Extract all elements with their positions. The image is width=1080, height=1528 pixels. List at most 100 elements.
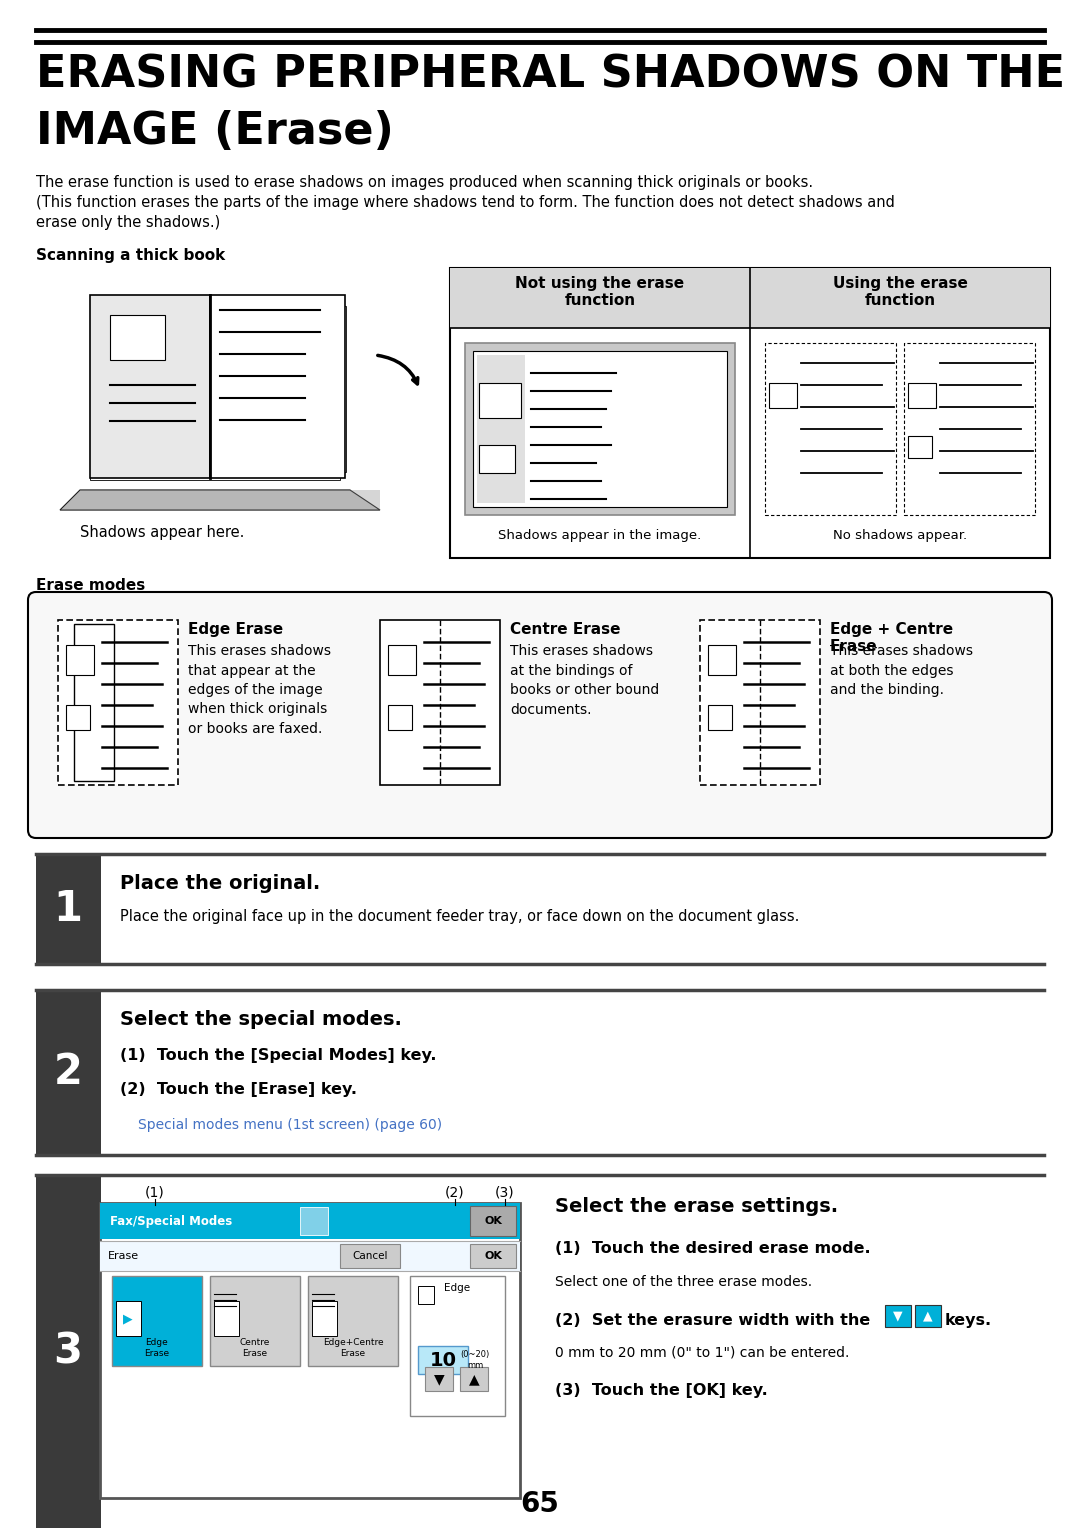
- Bar: [308, 1276, 399, 1366]
- Text: (1): (1): [145, 1186, 165, 1199]
- Bar: [100, 1203, 519, 1497]
- Polygon shape: [93, 309, 343, 477]
- Text: Erase: Erase: [108, 1251, 139, 1261]
- Bar: [418, 1346, 468, 1374]
- Text: (2)  Touch the [Erase] key.: (2) Touch the [Erase] key.: [120, 1082, 357, 1097]
- Text: OK: OK: [484, 1216, 502, 1225]
- Text: 10: 10: [430, 1351, 457, 1369]
- Bar: [885, 1305, 912, 1326]
- Bar: [380, 620, 500, 785]
- Bar: [210, 1276, 300, 1366]
- Bar: [465, 342, 735, 515]
- Text: Erase modes: Erase modes: [36, 578, 145, 593]
- Bar: [450, 267, 1050, 558]
- Bar: [58, 620, 178, 785]
- Text: (This function erases the parts of the image where shadows tend to form. The fun: (This function erases the parts of the i…: [36, 196, 895, 209]
- Polygon shape: [96, 306, 346, 472]
- Text: Edge+Centre
Erase: Edge+Centre Erase: [323, 1339, 383, 1358]
- Polygon shape: [210, 295, 345, 478]
- FancyBboxPatch shape: [28, 591, 1052, 837]
- Bar: [116, 1300, 141, 1335]
- Text: (2): (2): [445, 1186, 464, 1199]
- Bar: [410, 1276, 505, 1416]
- Bar: [470, 1206, 516, 1236]
- Text: 0 mm to 20 mm (0" to 1") can be entered.: 0 mm to 20 mm (0" to 1") can be entered.: [555, 1345, 849, 1358]
- Text: Place the original face up in the document feeder tray, or face down on the docu: Place the original face up in the docume…: [120, 909, 799, 924]
- Bar: [112, 1276, 202, 1366]
- Text: (1)  Touch the desired erase mode.: (1) Touch the desired erase mode.: [555, 1241, 870, 1256]
- Text: IMAGE (Erase): IMAGE (Erase): [36, 110, 394, 153]
- Text: Place the original.: Place the original.: [120, 874, 321, 892]
- Polygon shape: [90, 295, 210, 478]
- Bar: [915, 1305, 941, 1326]
- Text: Shadows appear here.: Shadows appear here.: [80, 526, 244, 539]
- Text: Shadows appear in the image.: Shadows appear in the image.: [498, 530, 702, 542]
- Text: 2: 2: [54, 1051, 82, 1093]
- Text: (3)  Touch the [OK] key.: (3) Touch the [OK] key.: [555, 1383, 768, 1398]
- Text: Edge: Edge: [444, 1284, 470, 1293]
- Bar: [66, 645, 94, 675]
- Polygon shape: [90, 310, 340, 480]
- Text: ▼: ▼: [434, 1372, 444, 1386]
- Bar: [480, 384, 521, 419]
- Bar: [388, 645, 416, 675]
- Bar: [700, 620, 820, 785]
- Text: Select the erase settings.: Select the erase settings.: [555, 1196, 838, 1216]
- Bar: [36, 854, 102, 964]
- Bar: [450, 267, 750, 329]
- Bar: [460, 1368, 488, 1390]
- Bar: [708, 704, 732, 730]
- Bar: [36, 990, 102, 1155]
- Bar: [426, 1368, 453, 1390]
- Text: (2)  Set the erasure width with the: (2) Set the erasure width with the: [555, 1313, 870, 1328]
- Text: Not using the erase
function: Not using the erase function: [515, 277, 685, 309]
- Text: No shadows appear.: No shadows appear.: [833, 530, 967, 542]
- Text: This erases shadows
at both the edges
and the binding.: This erases shadows at both the edges an…: [831, 643, 973, 697]
- Bar: [100, 1241, 519, 1271]
- Text: 3: 3: [54, 1331, 82, 1374]
- Text: (3): (3): [496, 1186, 515, 1199]
- Text: Select one of the three erase modes.: Select one of the three erase modes.: [555, 1274, 812, 1290]
- Text: Cancel: Cancel: [352, 1251, 388, 1261]
- Text: Fax/Special Modes: Fax/Special Modes: [110, 1215, 232, 1227]
- Text: This erases shadows
that appear at the
edges of the image
when thick originals
o: This erases shadows that appear at the e…: [188, 643, 330, 736]
- Bar: [418, 1287, 434, 1303]
- Polygon shape: [60, 490, 380, 510]
- Text: ▲: ▲: [923, 1309, 933, 1323]
- Text: Special modes menu (1st screen) (page 60): Special modes menu (1st screen) (page 60…: [138, 1118, 442, 1132]
- Text: Edge
Erase: Edge Erase: [145, 1339, 170, 1358]
- Text: Using the erase
function: Using the erase function: [833, 277, 968, 309]
- Text: OK: OK: [484, 1251, 502, 1261]
- Bar: [388, 704, 411, 730]
- Bar: [100, 1203, 519, 1239]
- Text: The erase function is used to erase shadows on images produced when scanning thi: The erase function is used to erase shad…: [36, 176, 813, 189]
- Bar: [214, 1300, 239, 1335]
- Text: ▲: ▲: [469, 1372, 480, 1386]
- Bar: [300, 1207, 328, 1235]
- Bar: [340, 1244, 400, 1268]
- Bar: [473, 351, 727, 507]
- Polygon shape: [60, 490, 380, 510]
- Bar: [908, 384, 936, 408]
- Text: (1)  Touch the [Special Modes] key.: (1) Touch the [Special Modes] key.: [120, 1048, 436, 1063]
- Text: This erases shadows
at the bindings of
books or other bound
documents.: This erases shadows at the bindings of b…: [510, 643, 659, 717]
- Text: Edge Erase: Edge Erase: [188, 622, 283, 637]
- Text: Edge + Centre
Erase: Edge + Centre Erase: [831, 622, 954, 654]
- Text: ▼: ▼: [893, 1309, 903, 1323]
- Bar: [477, 354, 525, 503]
- Bar: [312, 1300, 337, 1335]
- Bar: [708, 645, 735, 675]
- Bar: [750, 267, 1050, 329]
- Text: Centre Erase: Centre Erase: [510, 622, 621, 637]
- Text: ERASING PERIPHERAL SHADOWS ON THE: ERASING PERIPHERAL SHADOWS ON THE: [36, 53, 1065, 96]
- Bar: [75, 623, 114, 781]
- Text: 1: 1: [54, 888, 82, 931]
- Text: erase only the shadows.): erase only the shadows.): [36, 215, 220, 231]
- Bar: [480, 445, 515, 474]
- Bar: [110, 315, 165, 361]
- Bar: [765, 342, 896, 515]
- Bar: [908, 435, 932, 458]
- Text: keys.: keys.: [945, 1313, 993, 1328]
- Text: ▶: ▶: [123, 1313, 133, 1325]
- Text: Select the special modes.: Select the special modes.: [120, 1010, 402, 1028]
